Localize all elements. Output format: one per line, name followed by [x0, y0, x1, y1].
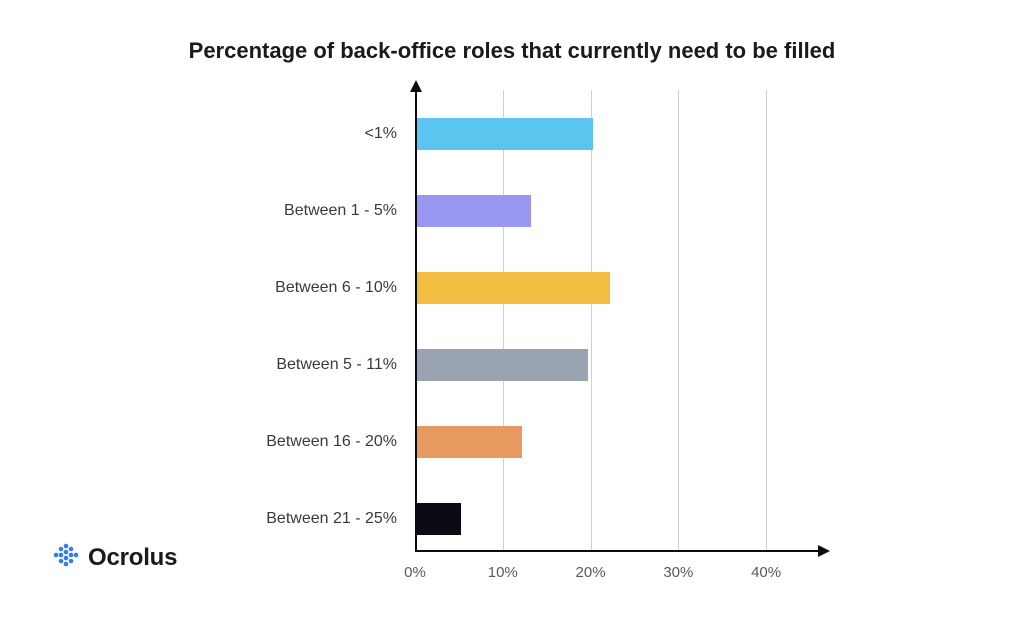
- category-label: Between 1 - 5%: [284, 195, 397, 227]
- category-label: Between 21 - 25%: [266, 503, 397, 535]
- bar: [417, 349, 588, 381]
- bar: [417, 426, 522, 458]
- gridline: [678, 90, 679, 550]
- category-label: Between 5 - 11%: [276, 349, 397, 381]
- chart-canvas: Percentage of back-office roles that cur…: [0, 0, 1024, 619]
- x-tick-label: 30%: [663, 564, 693, 581]
- x-axis-arrow-icon: [818, 545, 830, 557]
- bar: [417, 272, 610, 304]
- y-axis: [415, 90, 417, 550]
- x-axis: [415, 550, 820, 552]
- bar: [417, 118, 593, 150]
- chart-title: Percentage of back-office roles that cur…: [0, 38, 1024, 64]
- gridline: [591, 90, 592, 550]
- plot-area: 0%10%20%30%40%<1%Between 1 - 5%Between 6…: [415, 90, 810, 550]
- brand-logo-icon: [50, 540, 80, 575]
- brand-logo-text: Ocrolus: [88, 544, 177, 572]
- bar: [417, 195, 531, 227]
- x-tick-label: 20%: [576, 564, 606, 581]
- gridline: [503, 90, 504, 550]
- bar: [417, 503, 461, 535]
- x-tick-label: 0%: [404, 564, 426, 581]
- x-tick-label: 40%: [751, 564, 781, 581]
- y-axis-arrow-icon: [410, 80, 422, 92]
- x-tick-label: 10%: [488, 564, 518, 581]
- brand-logo: Ocrolus: [50, 540, 177, 575]
- gridline: [766, 90, 767, 550]
- category-label: Between 16 - 20%: [266, 426, 397, 458]
- category-label: Between 6 - 10%: [275, 272, 397, 304]
- category-label: <1%: [365, 118, 397, 150]
